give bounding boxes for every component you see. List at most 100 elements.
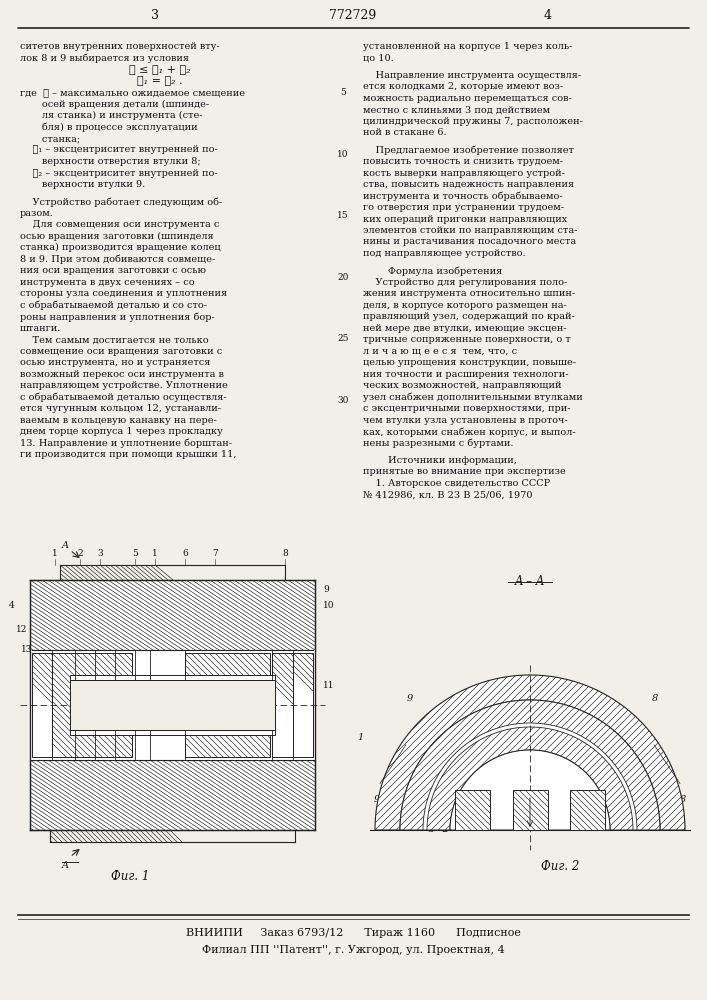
Text: 6: 6 <box>182 548 188 558</box>
Bar <box>52 653 132 757</box>
Text: ется чугунным кольцом 12, устанавли-: ется чугунным кольцом 12, устанавли- <box>20 404 221 413</box>
Text: 9: 9 <box>374 794 380 804</box>
Text: го отверстия при устранении трудоем-: го отверстия при устранении трудоем- <box>363 203 564 212</box>
Polygon shape <box>425 725 635 830</box>
Text: где  ℓ – максимально ожидаемое смещение: где ℓ – максимально ожидаемое смещение <box>20 88 245 97</box>
Text: 2: 2 <box>77 548 83 558</box>
Bar <box>513 790 548 830</box>
Bar <box>190 680 265 730</box>
Text: Фиг. 2: Фиг. 2 <box>541 860 579 873</box>
Text: 15: 15 <box>337 211 349 220</box>
Text: ℓ₁: ℓ₁ <box>545 816 555 824</box>
Text: Предлагаемое изобретение позволяет: Предлагаемое изобретение позволяет <box>363 145 574 155</box>
Text: с обрабатываемой деталью осуществля-: с обрабатываемой деталью осуществля- <box>20 393 227 402</box>
Text: с обрабатываемой деталью и со сто-: с обрабатываемой деталью и со сто- <box>20 301 207 310</box>
Polygon shape <box>450 750 610 830</box>
Text: можность радиально перемещаться сов-: можность радиально перемещаться сов- <box>363 94 572 103</box>
Text: тричные сопряженные поверхности, о т: тричные сопряженные поверхности, о т <box>363 335 571 344</box>
Text: лок 8 и 9 выбирается из условия: лок 8 и 9 выбирается из условия <box>20 53 189 63</box>
Text: 1: 1 <box>152 548 158 558</box>
Text: ния точности и расширения технологи-: ния точности и расширения технологи- <box>363 370 568 379</box>
Text: Формула изобретения: Формула изобретения <box>363 266 502 276</box>
Text: 5: 5 <box>132 548 138 558</box>
Text: 11: 11 <box>323 680 334 690</box>
Text: местно с клиньями 3 под действием: местно с клиньями 3 под действием <box>363 105 550 114</box>
Text: повысить точность и снизить трудоем-: повысить точность и снизить трудоем- <box>363 157 563 166</box>
Text: цо 10.: цо 10. <box>363 53 394 62</box>
Text: Тем самым достигается не только: Тем самым достигается не только <box>20 335 209 344</box>
Bar <box>272 653 293 757</box>
Bar <box>30 760 315 830</box>
Text: ной в стакане 6.: ной в стакане 6. <box>363 128 447 137</box>
Text: ля станка) и инструмента (сте-: ля станка) и инструмента (сте- <box>20 111 202 120</box>
Text: чем втулки узла установлены в проточ-: чем втулки узла установлены в проточ- <box>363 416 568 425</box>
Text: инструмента в двух сечениях – со: инструмента в двух сечениях – со <box>20 278 194 287</box>
Text: 8: 8 <box>282 548 288 558</box>
Text: 7: 7 <box>212 548 218 558</box>
Text: под направляющее устройство.: под направляющее устройство. <box>363 249 525 258</box>
Text: 10: 10 <box>337 150 349 159</box>
Text: 1: 1 <box>357 732 363 742</box>
Text: A: A <box>62 540 69 550</box>
Text: осей вращения детали (шпинде-: осей вращения детали (шпинде- <box>20 100 209 109</box>
Text: ваемым в кольцевую канавку на пере-: ваемым в кольцевую канавку на пере- <box>20 416 217 425</box>
Text: жения инструмента относительно шпин-: жения инструмента относительно шпин- <box>363 289 575 298</box>
Text: целью упрощения конструкции, повыше-: целью упрощения конструкции, повыше- <box>363 358 576 367</box>
Text: 1. Авторское свидетельство СССР: 1. Авторское свидетельство СССР <box>363 479 550 488</box>
Text: 4: 4 <box>544 9 552 22</box>
Text: осью инструмента, но и устраняется: осью инструмента, но и устраняется <box>20 358 211 367</box>
Text: 30: 30 <box>337 396 349 405</box>
Text: нины и растачивания посадочного места: нины и растачивания посадочного места <box>363 237 576 246</box>
Polygon shape <box>375 675 685 830</box>
Text: ней мере две втулки, имеющие эксцен-: ней мере две втулки, имеющие эксцен- <box>363 324 566 333</box>
Text: штанги.: штанги. <box>20 324 62 333</box>
Text: 8: 8 <box>680 794 686 804</box>
Text: ℓ₁ – эксцентриситет внутренней по-: ℓ₁ – эксцентриситет внутренней по- <box>20 145 218 154</box>
Text: разом.: разом. <box>20 209 54 218</box>
Text: ких операций пригонки направляющих: ких операций пригонки направляющих <box>363 215 567 224</box>
Text: днем торце корпуса 1 через прокладку: днем торце корпуса 1 через прокладку <box>20 427 223 436</box>
Text: ℓ ≤ ℓ₁ + ℓ₂: ℓ ≤ ℓ₁ + ℓ₂ <box>129 65 191 75</box>
Polygon shape <box>423 723 637 830</box>
Bar <box>30 580 315 650</box>
Bar <box>32 653 52 757</box>
Text: Филиал ПП ''Патент'', г. Ужгород, ул. Проектная, 4: Филиал ПП ''Патент'', г. Ужгород, ул. Пр… <box>201 945 504 955</box>
Text: 13: 13 <box>21 646 33 654</box>
Text: возможный перекос оси инструмента в: возможный перекос оси инструмента в <box>20 370 224 379</box>
Text: 2: 2 <box>442 826 448 834</box>
Text: стороны узла соединения и уплотнения: стороны узла соединения и уплотнения <box>20 289 227 298</box>
Text: ℓ₂: ℓ₂ <box>490 816 500 824</box>
Text: Устройство работает следующим об-: Устройство работает следующим об- <box>20 197 222 207</box>
Text: ВНИИПИ     Заказ 6793/12      Тираж 1160      Подписное: ВНИИПИ Заказ 6793/12 Тираж 1160 Подписно… <box>185 928 520 938</box>
Text: 1: 1 <box>52 548 58 558</box>
Text: A – A: A – A <box>515 575 545 588</box>
Polygon shape <box>400 700 660 830</box>
Text: верхности отверстия втулки 8;: верхности отверстия втулки 8; <box>20 157 201 166</box>
Text: цилиндрической пружины 7, расположен-: цилиндрической пружины 7, расположен- <box>363 117 583 126</box>
Text: 20: 20 <box>337 273 349 282</box>
Bar <box>570 790 605 830</box>
Text: принятые во внимание при экспертизе: принятые во внимание при экспертизе <box>363 468 566 477</box>
Text: 9: 9 <box>407 694 413 703</box>
Text: 13. Направление и уплотнение борштан-: 13. Направление и уплотнение борштан- <box>20 439 232 448</box>
Text: № 412986, кл. В 23 В 25/06, 1970: № 412986, кл. В 23 В 25/06, 1970 <box>363 490 532 499</box>
Bar <box>293 653 313 757</box>
Text: Источники информации,: Источники информации, <box>363 456 517 465</box>
Text: 3: 3 <box>97 548 103 558</box>
Text: узел снабжен дополнительными втулками: узел снабжен дополнительными втулками <box>363 393 583 402</box>
Text: нены разрезными с буртами.: нены разрезными с буртами. <box>363 439 513 448</box>
Text: станка;: станка; <box>20 134 80 143</box>
Bar <box>70 675 275 735</box>
Text: Направление инструмента осуществля-: Направление инструмента осуществля- <box>363 71 581 80</box>
Text: элементов стойки по направляющим ста-: элементов стойки по направляющим ста- <box>363 226 578 235</box>
Text: осью вращения заготовки (шпинделя: осью вращения заготовки (шпинделя <box>20 232 214 241</box>
Text: 3: 3 <box>427 826 433 834</box>
Text: ги производится при помощи крышки 11,: ги производится при помощи крышки 11, <box>20 450 237 459</box>
Text: 8 и 9. При этом добиваются совмеще-: 8 и 9. При этом добиваются совмеще- <box>20 255 215 264</box>
Text: деля, в корпусе которого размещен на-: деля, в корпусе которого размещен на- <box>363 301 567 310</box>
Text: 8: 8 <box>652 694 658 703</box>
Text: A: A <box>62 860 69 869</box>
Text: Устройство для регулирования поло-: Устройство для регулирования поло- <box>363 278 567 287</box>
Text: Фиг. 1: Фиг. 1 <box>111 870 149 883</box>
Text: ческих возможностей, направляющий: ческих возможностей, направляющий <box>363 381 561 390</box>
